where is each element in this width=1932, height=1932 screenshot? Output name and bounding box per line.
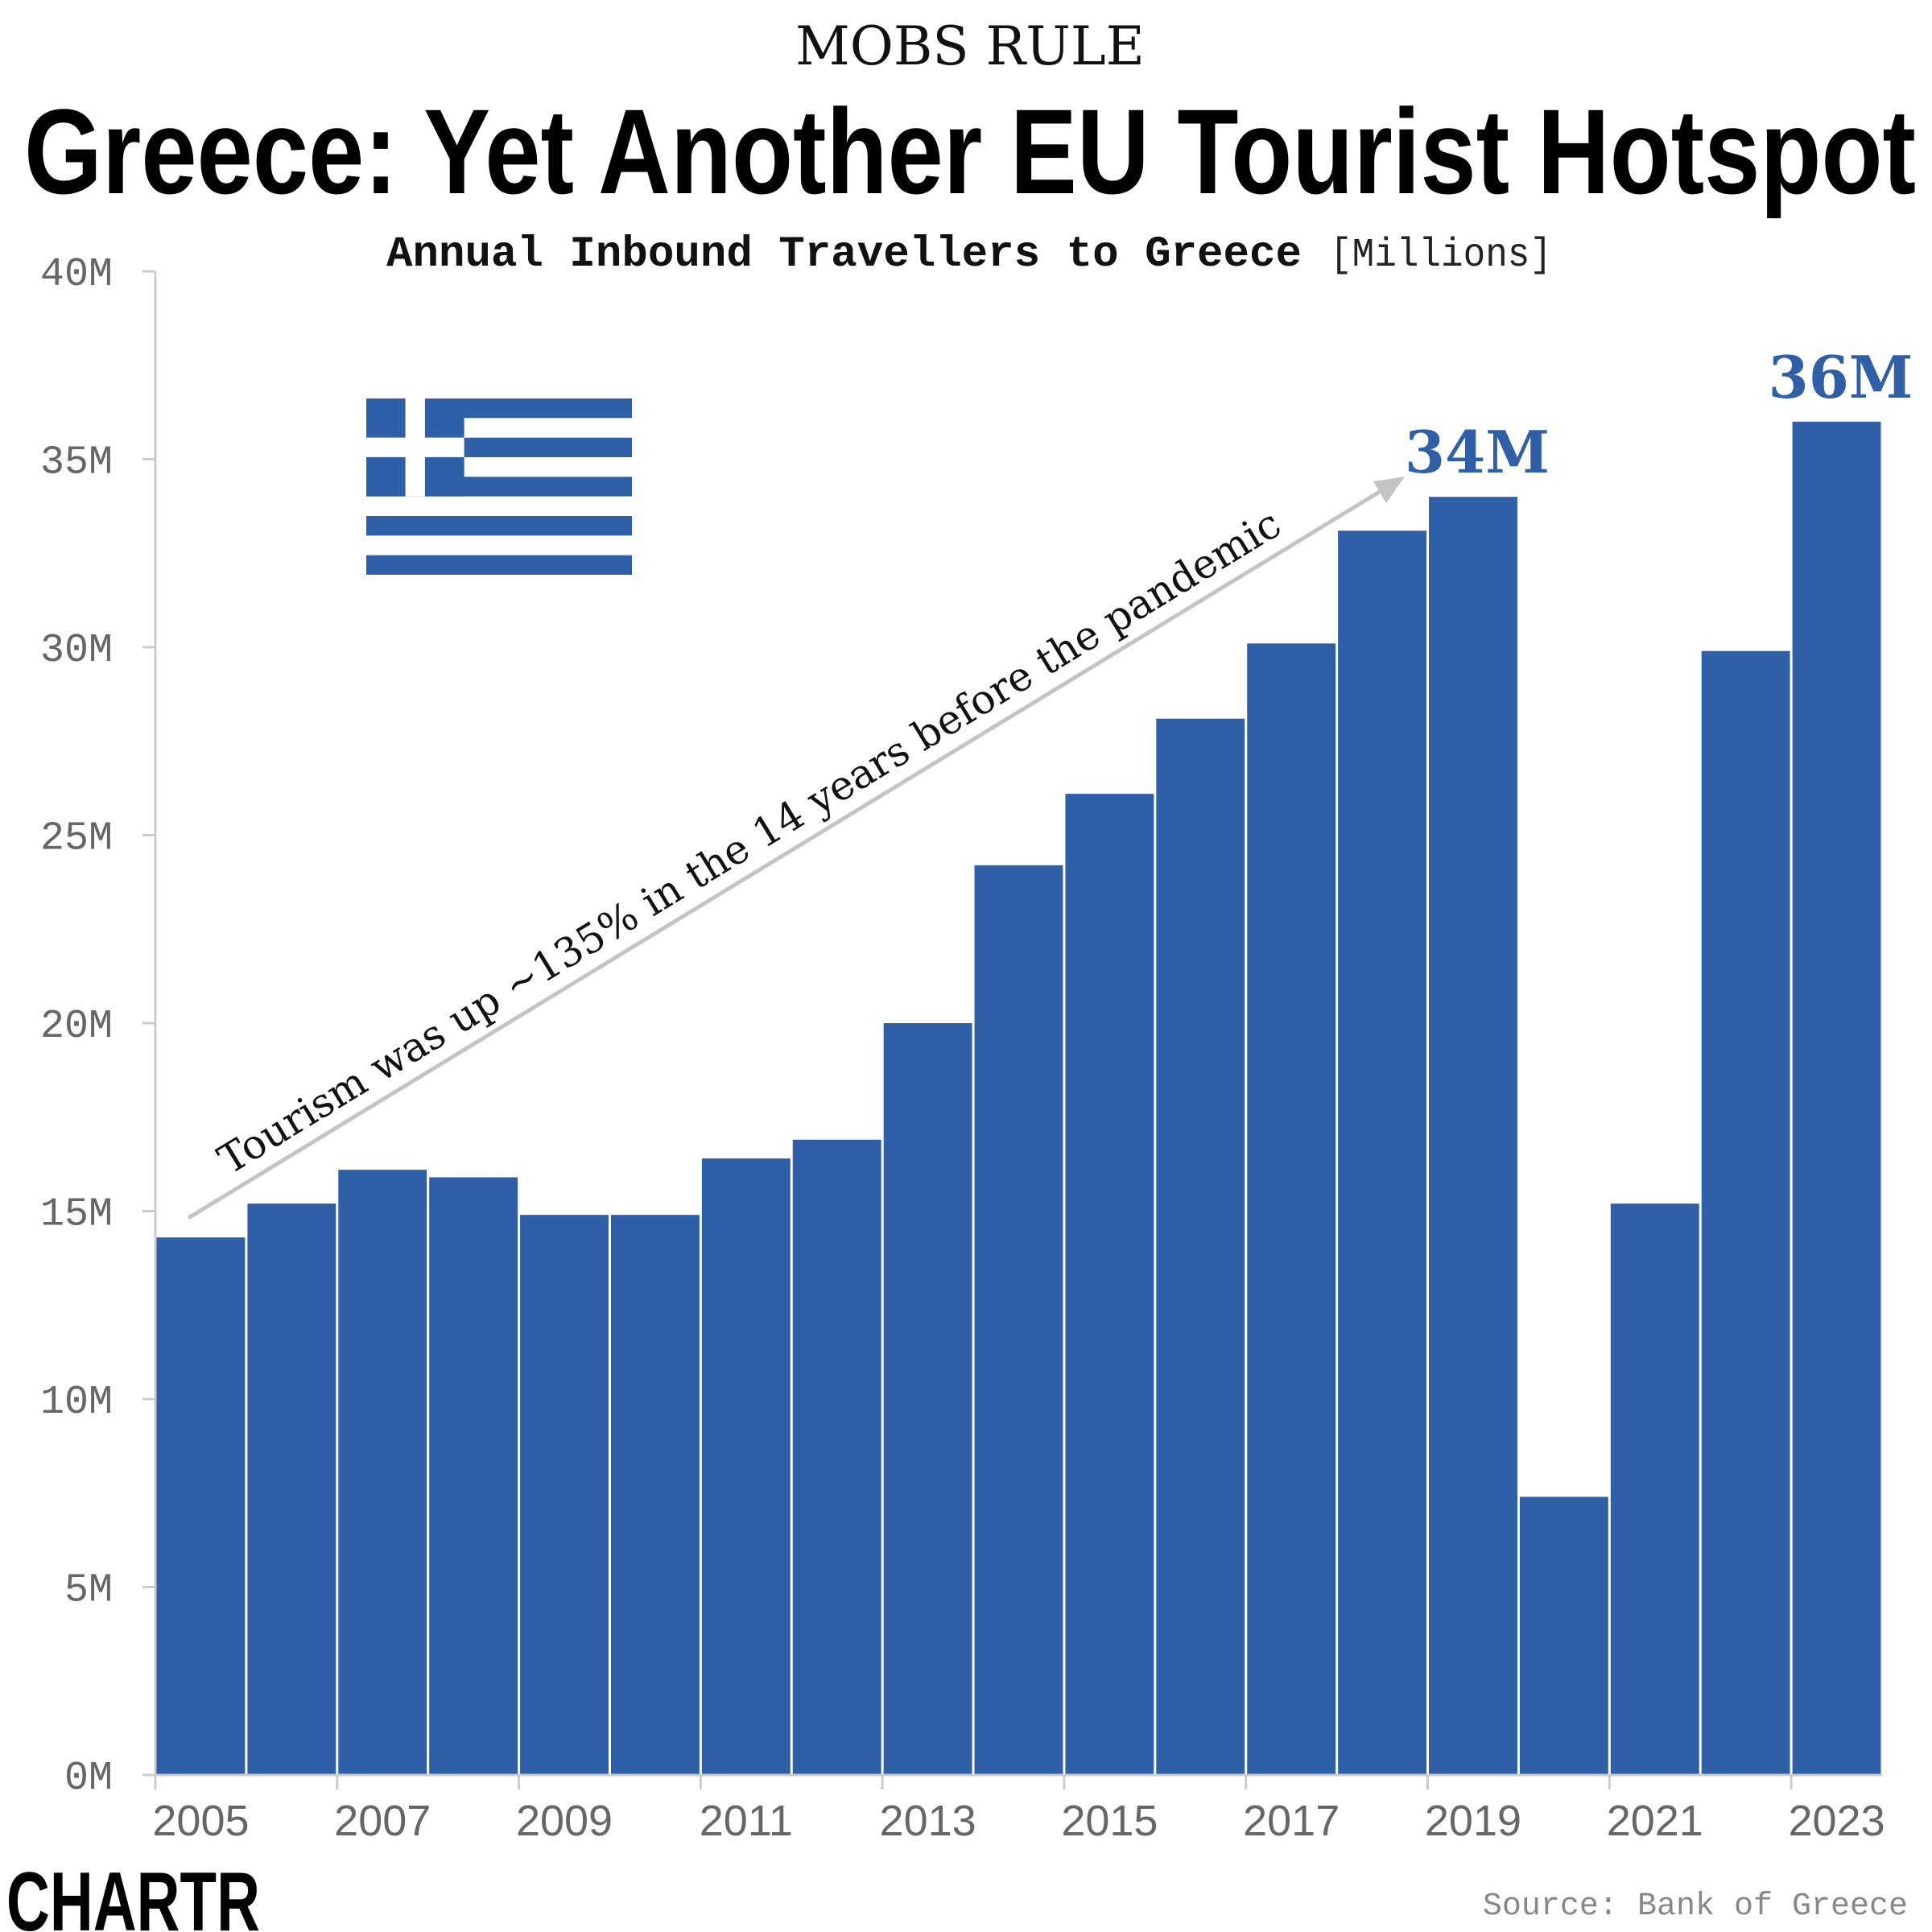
- bar-2010: [610, 1215, 700, 1775]
- data-label-2023: 36M: [1769, 343, 1913, 411]
- bars: [156, 421, 1881, 1776]
- y-tick-label: 30M: [40, 628, 113, 674]
- y-tick-label: 5M: [64, 1568, 113, 1614]
- kicker: MOBS RULE: [795, 15, 1145, 77]
- y-tick-label: 25M: [40, 816, 113, 862]
- y-tick-label: 35M: [40, 440, 113, 486]
- y-tick-label: 20M: [40, 1004, 113, 1050]
- unit-label: [Millions]: [1330, 233, 1552, 279]
- bar-2009: [520, 1215, 609, 1775]
- bar-2016: [1156, 718, 1245, 1775]
- chart-subtitle: Annual Inbound Travellers to Greece: [386, 230, 1302, 279]
- bar-2021: [1610, 1203, 1699, 1775]
- bar-2005: [156, 1237, 246, 1775]
- x-tick-label: 2019: [1425, 1797, 1521, 1845]
- x-tick-label: 2013: [880, 1797, 976, 1845]
- bar-2008: [429, 1177, 518, 1775]
- x-tick-label: 2021: [1607, 1797, 1703, 1845]
- y-tick-label: 15M: [40, 1192, 113, 1238]
- bar-2006: [247, 1203, 336, 1775]
- svg-text:CHARTR: CHARTR: [6, 1856, 260, 1932]
- y-tick-label: 0M: [64, 1756, 113, 1802]
- x-axis: 2005 2007 2009 2011 2013 2015 2017 2019 2021 2023: [152, 1773, 1885, 1845]
- x-tick-label: 2005: [152, 1797, 249, 1845]
- x-tick-label: 2009: [516, 1797, 613, 1845]
- data-label-2019: 34M: [1405, 418, 1550, 486]
- x-tick-label: 2011: [700, 1797, 793, 1845]
- bar-2020: [1519, 1496, 1608, 1775]
- source-note: Source: Bank of Greece: [1483, 1889, 1908, 1925]
- x-tick-label: 2007: [334, 1797, 431, 1845]
- bar-2023: [1792, 421, 1881, 1775]
- bar-2019: [1429, 497, 1517, 1776]
- y-tick-label: 40M: [40, 252, 113, 298]
- bar-2018: [1338, 530, 1427, 1775]
- bar-2015: [1065, 794, 1154, 1775]
- bar-2017: [1247, 643, 1336, 1775]
- x-tick-label: 2023: [1788, 1797, 1885, 1845]
- bar-2011: [701, 1158, 791, 1775]
- chart-title: Greece: Yet Another EU Tourist Hotspot: [24, 84, 1916, 219]
- x-tick-label: 2017: [1243, 1797, 1340, 1845]
- greek-flag: [366, 398, 632, 575]
- trend-arrow: [187, 477, 1405, 1220]
- y-axis: 0M 5M 10M 15M 20M 25M 30M 35M 40M: [40, 252, 157, 1802]
- x-tick-label: 2015: [1061, 1797, 1158, 1845]
- bar-2012: [792, 1139, 881, 1775]
- bar-2022: [1701, 650, 1790, 1776]
- bar-2014: [974, 865, 1063, 1775]
- bar-2013: [883, 1023, 972, 1775]
- data-labels: 34M 36M: [1405, 343, 1913, 486]
- chartr-logo: CHARTR: [6, 1856, 260, 1932]
- bar-2007: [338, 1170, 427, 1775]
- y-tick-label: 10M: [40, 1380, 113, 1426]
